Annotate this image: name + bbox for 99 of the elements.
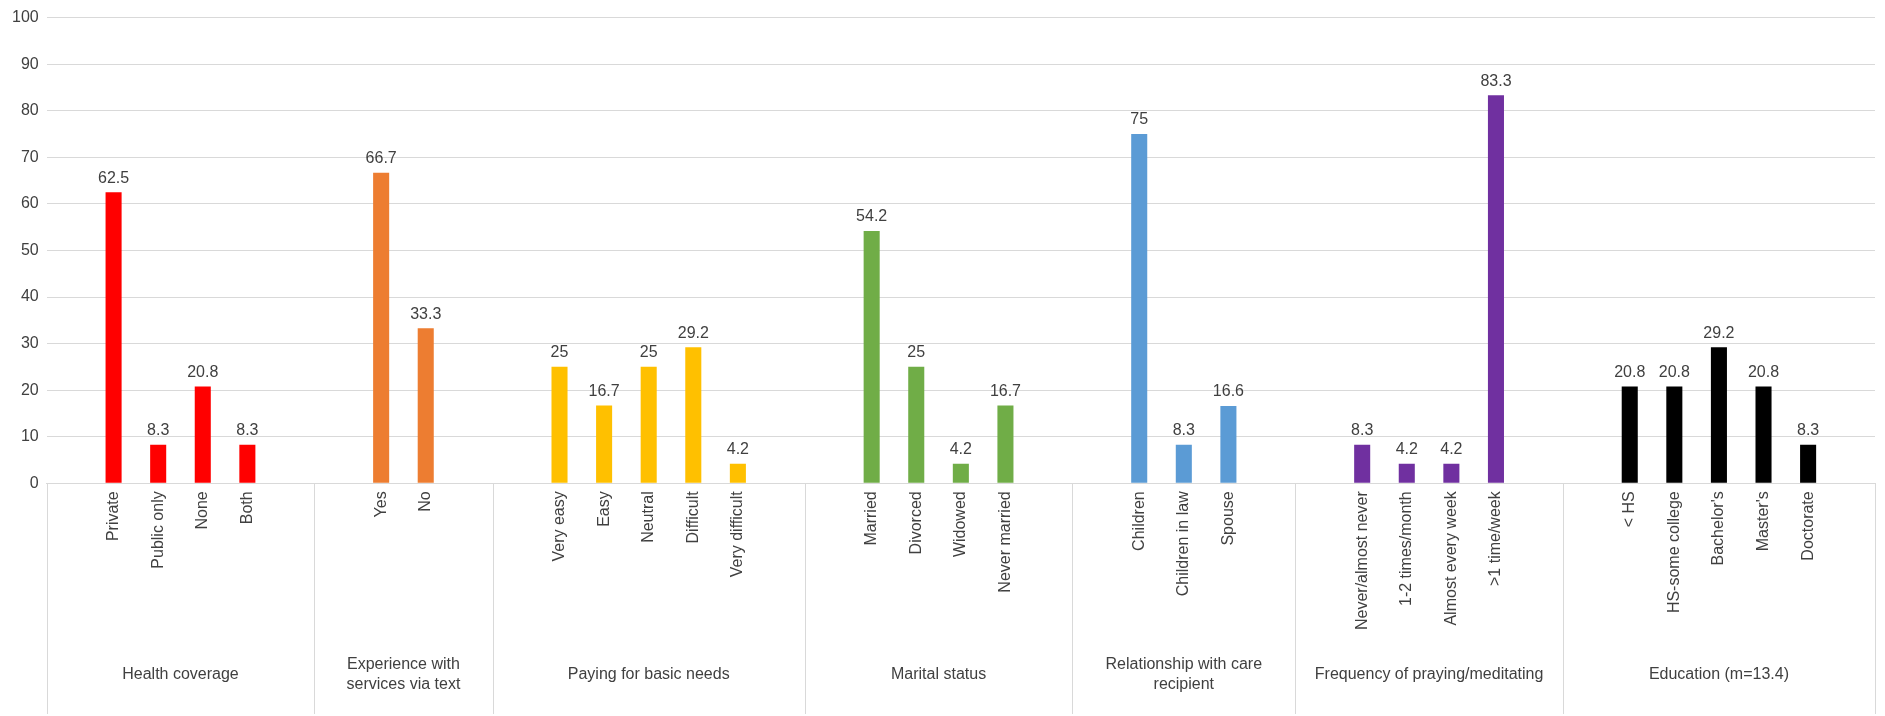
data-label: 8.3 [1172, 421, 1196, 439]
data-label: 4.2 [949, 440, 973, 458]
y-tick-label: 70 [20, 147, 39, 165]
y-tick-label: 10 [20, 427, 39, 445]
text: Paying for basic needs [567, 665, 730, 683]
bar [1487, 95, 1504, 483]
data-label: 8.3 [1351, 421, 1374, 439]
x-tick-label: No [416, 491, 434, 512]
bar [373, 172, 390, 483]
x-tick-label: Very easy [549, 491, 567, 562]
x-tick-label: Never married [995, 491, 1013, 593]
text: Marital status [890, 665, 987, 683]
x-tick-label: Yes [371, 491, 389, 518]
bar [1398, 463, 1415, 483]
y-tick-label: 80 [20, 101, 39, 119]
bar [952, 463, 969, 483]
bar [1131, 134, 1148, 483]
data-label: 8.3 [1796, 421, 1820, 439]
bar [1755, 386, 1772, 483]
data-label: 8.3 [147, 421, 170, 439]
bar [1800, 444, 1817, 483]
bar [1621, 386, 1638, 483]
bar [239, 444, 256, 483]
bar [1443, 463, 1460, 483]
bar [1354, 444, 1371, 483]
bar [863, 230, 880, 483]
data-label: 20.8 [187, 362, 219, 380]
x-tick-label: Almost every week [1441, 490, 1459, 626]
bar [150, 444, 167, 483]
x-tick-label: Easy [594, 491, 612, 527]
x-tick-label: Neutral [639, 491, 657, 543]
x-tick-label: Very difficult [728, 490, 746, 578]
x-tick-label: Public only [148, 491, 166, 569]
data-label: 83.3 [1480, 71, 1512, 89]
data-label: 75 [1130, 110, 1149, 128]
x-tick-label: None [193, 491, 211, 530]
data-label: 4.2 [1395, 440, 1418, 458]
data-label: 16.7 [989, 381, 1022, 399]
y-tick-label: 20 [20, 380, 39, 398]
x-tick-label: Both [237, 491, 255, 525]
x-tick-label: Married [862, 491, 880, 546]
y-tick-label: 60 [20, 194, 39, 212]
x-tick-label: < HS [1620, 491, 1638, 528]
bar [194, 386, 211, 483]
bar [105, 192, 122, 483]
x-tick-label: Bachelor's [1709, 491, 1727, 566]
text: Health coverage [122, 665, 239, 683]
data-label: 25 [639, 343, 658, 361]
data-label: 25 [907, 343, 926, 361]
data-label: 20.8 [1658, 362, 1690, 380]
x-tick-label: Difficult [683, 490, 701, 544]
bar [1666, 386, 1683, 483]
x-tick-label: HS-some college [1664, 491, 1682, 614]
x-tick-label: Master's [1753, 491, 1771, 552]
x-tick-label: Private [103, 491, 121, 542]
data-label: 4.2 [726, 440, 750, 458]
bar [729, 463, 746, 483]
y-tick-label: 50 [20, 240, 39, 258]
bar [417, 328, 434, 483]
data-label: 29.2 [677, 323, 709, 341]
data-label: 62.5 [98, 168, 130, 186]
data-label: 20.8 [1747, 362, 1780, 380]
x-tick-label: Divorced [906, 491, 924, 555]
data-label: 25 [550, 343, 569, 361]
data-label: 54.2 [856, 207, 888, 225]
x-tick-label: Never/almost never [1352, 490, 1370, 630]
y-tick-label: 40 [20, 287, 39, 305]
data-label: 66.7 [365, 149, 397, 167]
y-tick-label: 30 [20, 333, 39, 351]
text: Experience with services via text [346, 655, 461, 693]
data-label: 20.8 [1614, 362, 1646, 380]
y-tick-label: 100 [11, 8, 39, 26]
text: Education (m=13.4) [1648, 665, 1789, 683]
x-tick-label: Children [1129, 491, 1147, 551]
bar [1710, 347, 1727, 483]
y-tick-label: 0 [29, 473, 39, 491]
bar [551, 366, 568, 483]
bar [1220, 405, 1237, 483]
bar [908, 366, 925, 483]
x-tick-label: Children in law [1174, 490, 1192, 597]
data-label: 29.2 [1703, 323, 1735, 341]
y-tick-label: 90 [20, 54, 39, 72]
x-tick-label: Spouse [1218, 491, 1236, 546]
bar [1175, 444, 1192, 483]
data-label: 16.7 [588, 381, 620, 399]
bar [997, 405, 1014, 483]
text: Frequency of praying/meditating [1314, 665, 1544, 683]
bar [640, 366, 657, 483]
bar [596, 405, 613, 483]
x-tick-label: Doctorate [1798, 491, 1816, 561]
x-tick-label: >1 time/week [1486, 490, 1504, 586]
data-label: 8.3 [236, 421, 259, 439]
data-label: 16.6 [1212, 382, 1245, 400]
data-label: 33.3 [410, 304, 442, 322]
bar [685, 347, 702, 483]
x-tick-label: Widowed [951, 491, 969, 558]
text: Relationship with care recipient [1105, 655, 1263, 693]
x-tick-label: 1-2 times/month [1397, 491, 1415, 606]
data-label: 4.2 [1440, 440, 1463, 458]
